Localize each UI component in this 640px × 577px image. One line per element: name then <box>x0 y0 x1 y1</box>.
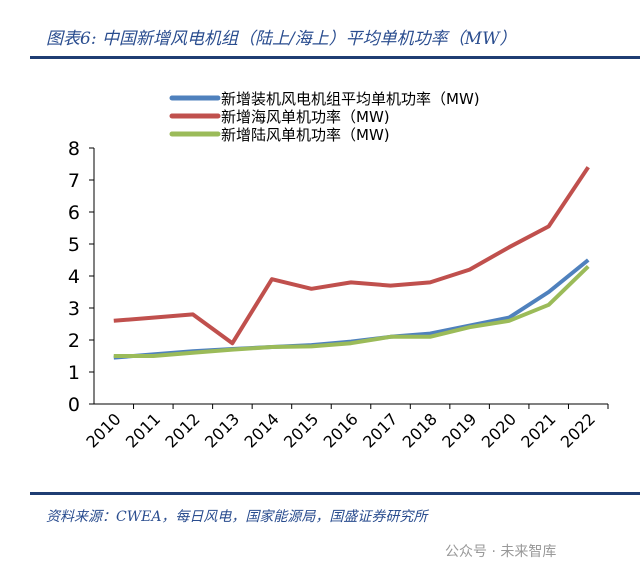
y-tick-label: 7 <box>68 170 80 192</box>
x-tick-label: 2020 <box>478 409 520 451</box>
y-tick-label: 3 <box>68 298 80 320</box>
series-line-2 <box>113 264 590 358</box>
watermark: 公众号 · 未来智库 <box>445 544 557 560</box>
y-tick-label: 0 <box>68 394 80 416</box>
line-chart: 0123456782010201120122013201420152016201… <box>68 90 609 452</box>
source-note: 资料来源：CWEA，每日风电，国家能源局，国盛证券研究所 <box>46 509 428 525</box>
x-tick-label: 2015 <box>280 409 322 451</box>
x-tick-label: 2013 <box>201 409 243 451</box>
x-tick-label: 2016 <box>320 409 362 451</box>
x-tick-label: 2018 <box>399 409 441 451</box>
top-rule <box>30 56 640 59</box>
x-tick-label: 2010 <box>82 409 124 451</box>
x-tick-label: 2022 <box>557 409 599 451</box>
bottom-rule <box>30 492 640 495</box>
x-tick-label: 2012 <box>161 409 203 451</box>
y-tick-label: 2 <box>68 330 80 352</box>
y-tick-label: 8 <box>68 138 80 160</box>
legend-label-1: 新增海风单机功率（MW) <box>221 108 390 126</box>
x-tick-label: 2014 <box>241 409 283 451</box>
x-tick-label: 2017 <box>359 409 401 451</box>
y-tick-label: 4 <box>68 266 80 288</box>
series-line-1 <box>113 166 590 346</box>
legend-label-2: 新增陆风单机功率（MW) <box>221 126 390 144</box>
y-tick-label: 1 <box>68 362 80 384</box>
x-tick-label: 2021 <box>517 409 559 451</box>
y-tick-label: 6 <box>68 202 80 224</box>
chart-title: 图表6: 中国新增风电机组（陆上/海上）平均单机功率（MW） <box>46 29 517 49</box>
y-tick-label: 5 <box>68 234 80 256</box>
x-tick-label: 2011 <box>122 409 164 451</box>
x-tick-label: 2019 <box>438 409 480 451</box>
legend-label-0: 新增装机风电机组平均单机功率（MW) <box>221 90 480 108</box>
